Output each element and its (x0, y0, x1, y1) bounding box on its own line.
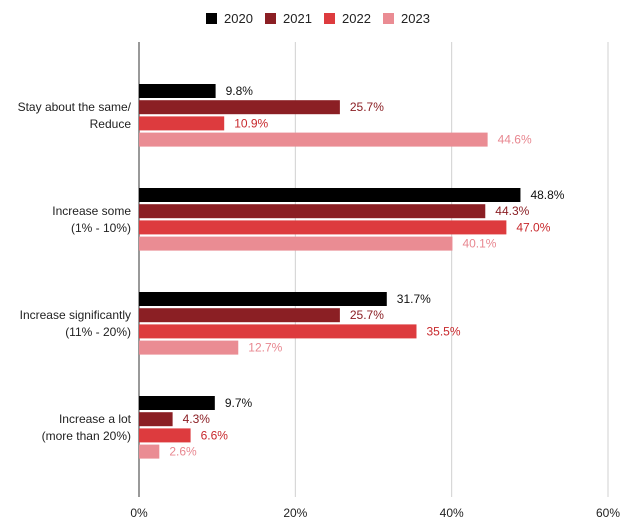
bar-2021-0 (139, 100, 340, 115)
legend: 2020 2021 2022 2023 (206, 11, 430, 26)
category-label: Increase some (52, 204, 131, 218)
legend-swatch-2022 (324, 13, 335, 24)
data-label: 2.6% (169, 445, 197, 459)
data-label: 35.5% (426, 324, 460, 338)
bar-2020-0 (139, 84, 216, 98)
legend-swatch-2023 (383, 13, 394, 24)
bar-2020-2 (139, 292, 387, 306)
data-label: 25.7% (350, 308, 384, 322)
bar-2022-3 (139, 428, 191, 443)
bar-2022-0 (139, 116, 225, 131)
data-label: 12.7% (248, 341, 282, 355)
data-label: 40.1% (462, 237, 496, 251)
legend-label: 2023 (401, 11, 430, 26)
legend-label: 2021 (283, 11, 312, 26)
x-axis: 0% 20% 40% 60% (130, 506, 620, 520)
bar-2023-2 (139, 340, 239, 355)
bar-2022-1 (139, 220, 507, 235)
bar-2021-2 (139, 308, 340, 323)
category-label: Reduce (90, 117, 132, 131)
legend-swatch-2021 (265, 13, 276, 24)
category-label: (more than 20%) (42, 429, 131, 443)
data-label: 9.8% (226, 84, 254, 98)
category-label: (1% - 10%) (71, 221, 131, 235)
category-label: (11% - 20%) (65, 325, 131, 339)
bar-2020-1 (139, 188, 521, 202)
bar-2021-3 (139, 412, 173, 427)
x-tick-label: 20% (283, 506, 307, 520)
data-label: 48.8% (530, 188, 564, 202)
data-label: 10.9% (234, 116, 268, 130)
category-label: Stay about the same/ (18, 100, 132, 114)
data-label: 44.6% (498, 133, 532, 147)
data-label: 6.6% (201, 428, 229, 442)
x-tick-label: 60% (596, 506, 620, 520)
bar-2023-0 (139, 132, 488, 147)
bar-2022-2 (139, 324, 417, 339)
legend-label: 2020 (224, 11, 253, 26)
legend-label: 2022 (342, 11, 371, 26)
x-tick-label: 40% (440, 506, 464, 520)
legend-swatch-2020 (206, 13, 217, 24)
data-label: 9.7% (225, 396, 253, 410)
bar-2023-3 (139, 444, 160, 459)
bar-2023-1 (139, 236, 453, 251)
data-label: 4.3% (183, 412, 211, 426)
bars: 9.8% 48.8% 31.7% 9.7% 25.7% 44.3% 25.7% 4.3% 10.… (139, 84, 565, 459)
category-label: Increase significantly (20, 308, 131, 322)
data-label: 31.7% (397, 292, 431, 306)
bar-2021-1 (139, 204, 486, 219)
x-tick-label: 0% (130, 506, 148, 520)
category-labels: Stay about the same/Reduce Increase some (… (18, 100, 132, 443)
data-label: 44.3% (495, 204, 529, 218)
data-label: 25.7% (350, 100, 384, 114)
bar-2020-3 (139, 396, 215, 410)
data-label: 47.0% (516, 220, 550, 234)
category-label: Increase a lot (59, 412, 132, 426)
